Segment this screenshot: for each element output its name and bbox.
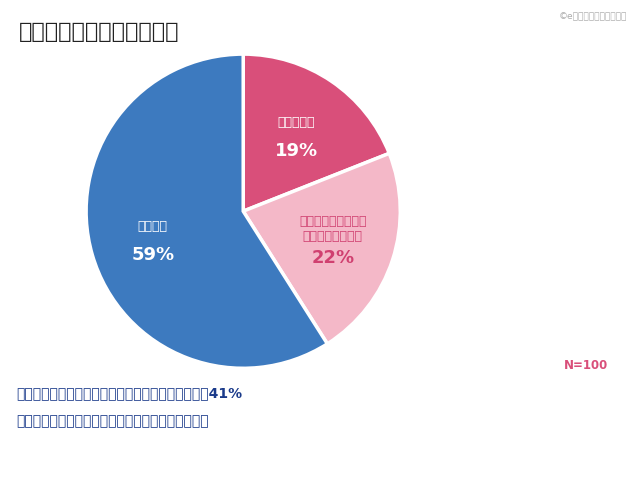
Wedge shape bbox=[243, 154, 400, 344]
Text: ・過半数が反転授業について「知らない」と回答。: ・過半数が反転授業について「知らない」と回答。 bbox=[16, 414, 209, 428]
Text: 59%: 59% bbox=[131, 246, 174, 264]
Text: 詳しくは知らないが
聞いたことはある: 詳しくは知らないが 聞いたことはある bbox=[299, 216, 367, 243]
Text: ©eラーニング戦略研究所: ©eラーニング戦略研究所 bbox=[559, 12, 627, 21]
Wedge shape bbox=[243, 54, 389, 211]
Text: 反転授業をご存知ですか？: 反転授業をご存知ですか？ bbox=[19, 22, 180, 42]
Text: 19%: 19% bbox=[275, 142, 317, 159]
Text: 知っている: 知っている bbox=[277, 116, 315, 129]
Text: 高校教員、大学教員に対する反転授業に関する意識調査報告書: 高校教員、大学教員に対する反転授業に関する意識調査報告書 bbox=[435, 452, 621, 462]
Text: 22%: 22% bbox=[311, 249, 355, 266]
Text: N=100: N=100 bbox=[564, 359, 608, 372]
Wedge shape bbox=[86, 54, 328, 368]
Text: 知らない: 知らない bbox=[138, 220, 168, 233]
Text: ・「知っている」「聞いたことはある」があわせて41%: ・「知っている」「聞いたことはある」があわせて41% bbox=[16, 386, 242, 400]
